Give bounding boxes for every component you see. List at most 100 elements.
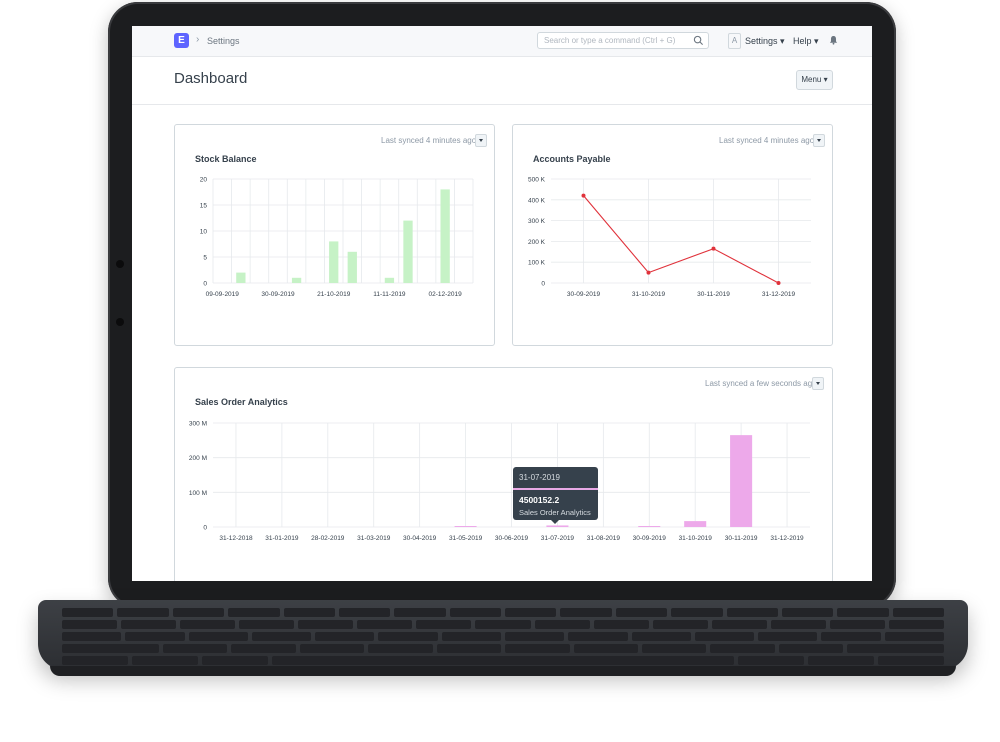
y-tick-label: 10 [200,229,208,236]
tooltip-value: 4500152.2 [519,495,560,505]
stock-balance-chart: 20 15 10 5 0 09-09-2019 30-09-2019 21-10-2019 11… [200,177,474,298]
payable-card-dropdown[interactable] [813,134,825,147]
x-tick-label: 09-09-2019 [206,291,240,298]
x-tick-label: 30-04-2019 [403,535,437,542]
tooltip-arrow [551,520,559,524]
payable-card-title: Accounts Payable [533,154,611,164]
bar [236,272,246,283]
y-tick-label: 0 [203,281,207,288]
series-line [583,195,779,284]
search-icon [693,35,704,46]
bar [291,277,302,283]
stock-balance-card: Last synced 4 minutes ago Stock Balance … [174,124,495,346]
app-screen: E › Settings Search or type a command (C… [132,26,872,581]
settings-label: Settings [745,36,778,46]
x-tick-label: 31-07-2019 [541,535,575,542]
x-tick-label: 30-11-2019 [725,535,758,542]
breadcrumb[interactable]: Settings [207,36,240,46]
y-tick-label: 200 K [528,239,546,246]
navbar: E › Settings Search or type a command (C… [132,26,872,57]
data-point [581,193,586,198]
caret-down-icon: ▾ [814,36,819,46]
chart-tooltip: 31-07-2019 4500152.2 Sales Order Analyti… [513,467,598,524]
x-tick-label: 31-03-2019 [357,535,391,542]
side-camera-dot [116,260,124,268]
chevron-right-icon: › [196,34,200,45]
y-tick-label: 500 K [528,177,546,184]
stock-card-dropdown[interactable] [475,134,487,147]
menu-button[interactable]: Menu ▾ [796,70,833,90]
data-point [776,281,781,285]
sales-sync-status: Last synced a few seconds ago [705,379,817,388]
tooltip-date: 31-07-2019 [519,473,560,482]
settings-dropdown[interactable]: Settings ▾ [745,36,785,47]
y-tick-label: 300 M [189,421,207,428]
x-tick-label: 31-12-2019 [762,291,796,298]
tooltip-color-bar [513,488,598,490]
tooltip-series: Sales Order Analytics [519,508,591,517]
x-tick-label: 28-02-2019 [311,535,345,542]
bar [730,435,753,527]
y-tick-label: 20 [200,177,208,184]
sales-order-card: Last synced a few seconds ago Sales Orde… [174,367,833,581]
page-title: Dashboard [174,70,248,87]
y-tick-label: 5 [203,255,207,262]
caret-down-icon: ▾ [823,75,828,84]
x-tick-label: 31-10-2019 [632,291,666,298]
page-header: Dashboard Menu ▾ [132,56,872,105]
bar [684,521,707,527]
side-sensor-dot [116,318,124,326]
x-tick-label: 30-09-2019 [633,535,667,542]
y-tick-label: 15 [200,203,208,210]
x-tick-label: 30-09-2019 [567,291,601,298]
caret-down-icon: ▾ [780,36,785,46]
bar [440,189,450,283]
sales-order-chart: 300 M 200 M 100 M 0 31-12-2018 31-01-2019 28-0… [189,421,810,542]
x-tick-label: 31-12-2019 [770,535,804,542]
bar [454,526,477,527]
keyboard-base [50,666,956,676]
y-tick-label: 300 K [528,218,546,225]
data-point [711,246,716,251]
data-point [646,270,651,275]
search-input[interactable]: Search or type a command (Ctrl + G) [537,32,709,49]
x-tick-label: 02-12-2019 [429,291,463,298]
keyboard [38,600,968,670]
stock-sync-status: Last synced 4 minutes ago [381,136,477,145]
sales-card-dropdown[interactable] [812,377,824,390]
menu-label: Menu [801,75,822,84]
x-tick-label: 31-12-2018 [219,535,253,542]
avatar[interactable]: A [728,33,741,49]
app-logo[interactable]: E [174,33,189,48]
x-tick-label: 31-08-2019 [587,535,621,542]
bar [329,241,339,283]
bell-icon[interactable] [829,35,838,45]
accounts-payable-card: Last synced 4 minutes ago Accounts Payab… [512,124,833,346]
x-tick-label: 30-09-2019 [261,291,295,298]
bar [384,277,395,283]
bar [403,220,413,283]
x-tick-label: 31-10-2019 [679,535,713,542]
bar [638,526,661,527]
x-tick-label: 21-10-2019 [317,291,351,298]
payable-sync-status: Last synced 4 minutes ago [719,136,815,145]
y-tick-label: 100 M [189,490,207,497]
y-tick-label: 100 K [528,260,546,267]
y-tick-label: 0 [541,281,545,288]
y-tick-label: 200 M [189,455,207,462]
y-tick-label: 0 [203,525,207,532]
search-placeholder: Search or type a command (Ctrl + G) [544,36,676,45]
x-tick-label: 30-06-2019 [495,535,529,542]
sales-card-title: Sales Order Analytics [195,397,288,407]
x-tick-label: 31-01-2019 [265,535,299,542]
x-tick-label: 31-05-2019 [449,535,483,542]
stock-card-title: Stock Balance [195,154,257,164]
bar [546,525,569,527]
x-tick-label: 30-11-2019 [697,291,730,298]
help-dropdown[interactable]: Help ▾ [793,36,819,47]
x-tick-label: 11-11-2019 [373,291,406,298]
accounts-payable-chart: 500 K 400 K 300 K 200 K 100 K 0 30-09-2019 31-1… [528,177,811,298]
y-tick-label: 400 K [528,197,546,204]
bar [347,251,357,283]
help-label: Help [793,36,812,46]
